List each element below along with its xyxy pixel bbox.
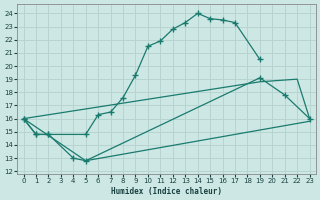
X-axis label: Humidex (Indice chaleur): Humidex (Indice chaleur) xyxy=(111,187,222,196)
